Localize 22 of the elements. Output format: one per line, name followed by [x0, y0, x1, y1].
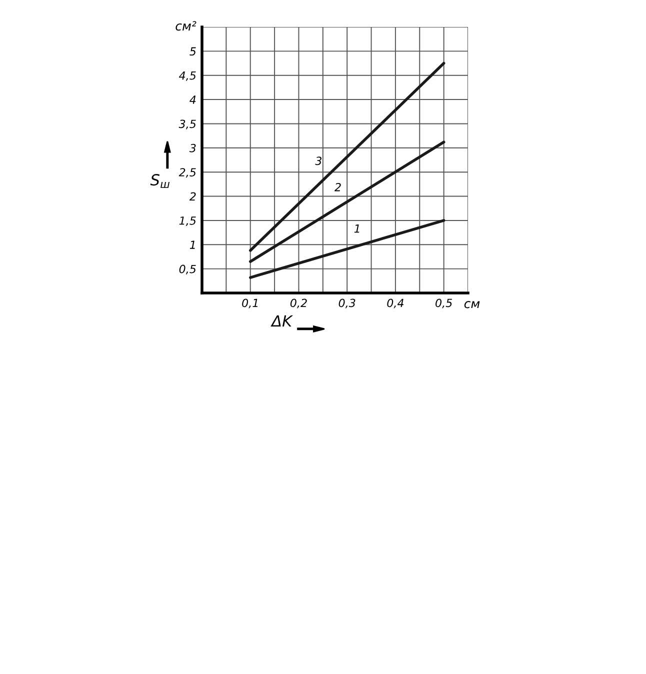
- x-tick-label: 0,2: [290, 298, 307, 308]
- y-axis-title: S$_{ш}$: [150, 174, 170, 188]
- y-tick-label: 1,5: [179, 216, 196, 226]
- x-tick-label: 0,4: [387, 298, 404, 308]
- x-tick-label: 0,3: [338, 298, 356, 308]
- series-label: 2: [334, 182, 341, 192]
- y-tick-label: 4: [190, 96, 196, 104]
- y-tick-label: 0,5: [179, 264, 196, 274]
- y-tick-label: 2: [189, 192, 196, 200]
- y-tick-label: 4,5: [178, 71, 196, 81]
- y-tick-label: 3: [189, 144, 196, 152]
- y-tick-label: 5: [190, 47, 196, 56]
- y-tick-label: 1: [190, 240, 195, 249]
- series-label: 3: [315, 156, 322, 166]
- y-tick-label: 3,5: [178, 120, 196, 130]
- x-tick-label: 0,5: [436, 298, 452, 308]
- text: см: [464, 301, 480, 308]
- x-tick-label: 0,1: [242, 298, 258, 308]
- series-label: 1: [354, 224, 360, 233]
- x-axis-title: ΔK: [270, 315, 294, 326]
- text: см²: [176, 21, 196, 31]
- y-tick-label: 2,5: [178, 168, 196, 178]
